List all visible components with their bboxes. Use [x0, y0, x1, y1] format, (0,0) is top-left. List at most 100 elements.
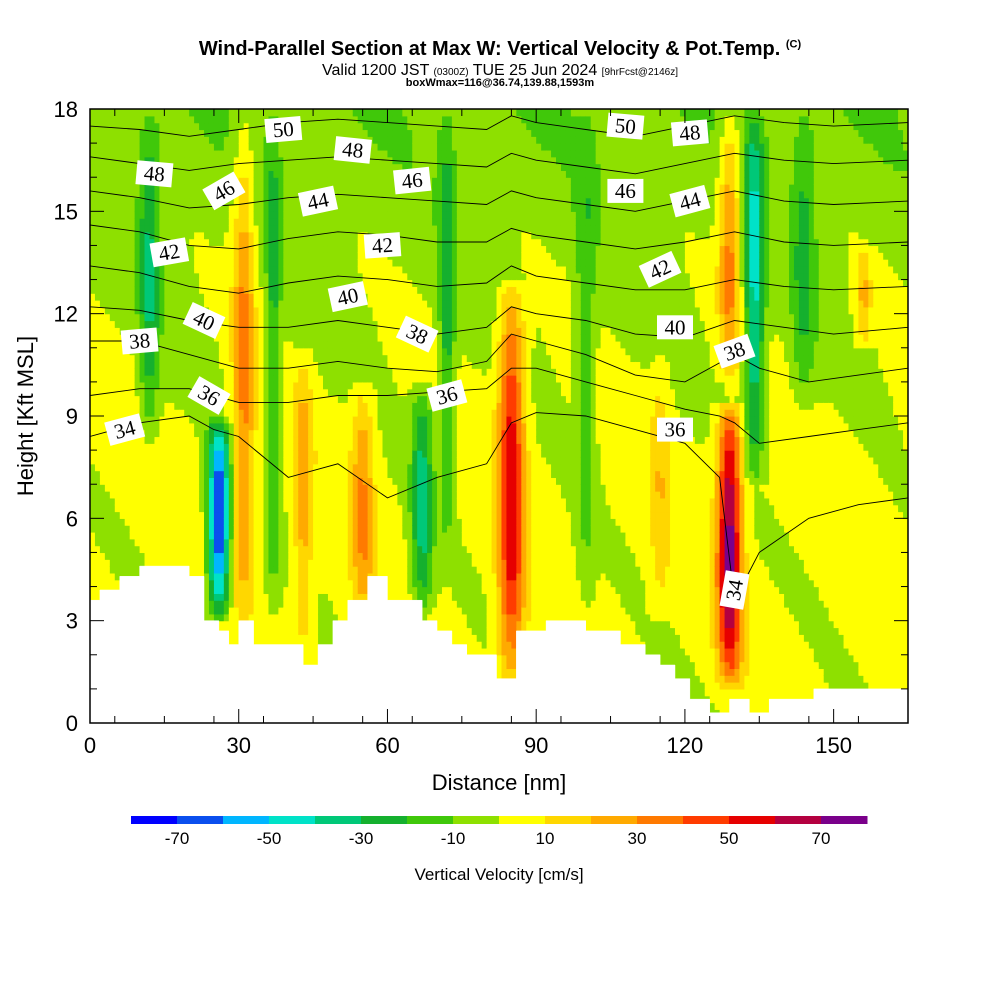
velocity-cell — [283, 484, 289, 492]
velocity-cell — [283, 204, 289, 212]
velocity-cell — [94, 340, 101, 349]
velocity-cell — [233, 477, 240, 485]
velocity-cell — [273, 484, 279, 492]
velocity-cell — [288, 511, 294, 519]
velocity-cell — [119, 218, 126, 226]
velocity-cell — [228, 224, 235, 233]
velocity-cell — [228, 422, 235, 431]
velocity-cell — [223, 136, 230, 144]
velocity-cell — [139, 224, 146, 233]
velocity-cell — [273, 265, 279, 274]
velocity-cell — [258, 184, 265, 192]
velocity-cell — [313, 109, 319, 117]
velocity-cell — [298, 456, 304, 465]
velocity-cell — [293, 204, 299, 212]
velocity-cell — [298, 620, 304, 629]
velocity-cell — [194, 252, 200, 260]
velocity-cell — [293, 286, 299, 294]
velocity-cell — [248, 259, 255, 267]
velocity-cell — [357, 122, 364, 131]
velocity-cell — [263, 293, 270, 301]
velocity-cell — [164, 402, 170, 410]
velocity-cell — [362, 566, 369, 574]
velocity-cell — [94, 504, 101, 513]
velocity-cell — [308, 450, 314, 458]
velocity-cell — [94, 218, 101, 226]
velocity-cell — [119, 197, 126, 206]
velocity-cell — [104, 491, 111, 499]
velocity-cell — [258, 115, 265, 124]
velocity-cell — [179, 381, 185, 390]
velocity-cell — [248, 265, 255, 274]
velocity-cell — [313, 586, 319, 594]
velocity-cell — [283, 395, 289, 403]
velocity-cell — [204, 525, 210, 533]
velocity-cell — [194, 143, 200, 151]
velocity-cell — [184, 204, 190, 212]
velocity-cell — [154, 327, 161, 335]
velocity-cell — [184, 402, 190, 410]
velocity-cell — [258, 327, 265, 335]
velocity-cell — [109, 170, 116, 178]
velocity-cell — [129, 163, 136, 171]
velocity-cell — [169, 463, 175, 472]
velocity-cell — [248, 163, 255, 171]
velocity-cell — [283, 238, 289, 247]
velocity-cell — [332, 607, 339, 615]
velocity-cell — [332, 477, 339, 485]
velocity-cell — [218, 600, 225, 608]
velocity-cell — [283, 252, 289, 260]
velocity-cell — [90, 252, 96, 260]
velocity-cell — [308, 491, 314, 499]
velocity-cell — [159, 511, 165, 519]
velocity-cell — [288, 395, 294, 403]
velocity-cell — [213, 272, 220, 281]
velocity-cell — [109, 265, 116, 274]
velocity-cell — [109, 381, 116, 390]
velocity-cell — [273, 347, 279, 356]
velocity-cell — [253, 122, 260, 131]
velocity-cell — [129, 477, 136, 485]
velocity-cell — [228, 531, 235, 540]
velocity-cell — [204, 136, 210, 144]
velocity-cell — [288, 245, 294, 253]
velocity-cell — [253, 136, 260, 144]
velocity-cell — [253, 177, 260, 185]
velocity-cell — [347, 450, 354, 458]
velocity-cell — [248, 477, 255, 485]
velocity-cell — [253, 156, 260, 165]
velocity-cell — [337, 470, 344, 478]
velocity-cell — [308, 313, 314, 322]
velocity-cell — [174, 484, 180, 492]
velocity-cell — [308, 402, 314, 410]
velocity-cell — [223, 252, 230, 260]
velocity-cell — [263, 300, 270, 308]
velocity-cell — [332, 470, 339, 478]
velocity-cell — [303, 375, 309, 383]
velocity-cell — [194, 436, 200, 444]
velocity-cell — [308, 143, 314, 151]
velocity-cell — [124, 156, 131, 165]
velocity-cell — [189, 211, 195, 219]
velocity-cell — [357, 531, 364, 540]
velocity-cell — [218, 422, 225, 431]
velocity-cell — [149, 470, 156, 478]
velocity-cell — [318, 143, 324, 151]
velocity-cell — [313, 313, 319, 322]
velocity-cell — [90, 170, 96, 178]
velocity-cell — [90, 497, 96, 506]
velocity-cell — [323, 395, 329, 403]
velocity-cell — [154, 320, 161, 328]
velocity-cell — [288, 552, 294, 560]
velocity-cell — [313, 272, 319, 281]
velocity-cell — [164, 286, 170, 294]
velocity-cell — [204, 293, 210, 301]
velocity-cell — [154, 190, 161, 199]
velocity-cell — [233, 279, 240, 287]
valid-date: TUE 25 Jun 2024 — [472, 62, 598, 79]
velocity-cell — [248, 245, 255, 253]
velocity-cell — [119, 477, 126, 485]
velocity-cell — [243, 136, 250, 144]
velocity-cell — [194, 136, 200, 144]
velocity-cell — [94, 347, 101, 356]
